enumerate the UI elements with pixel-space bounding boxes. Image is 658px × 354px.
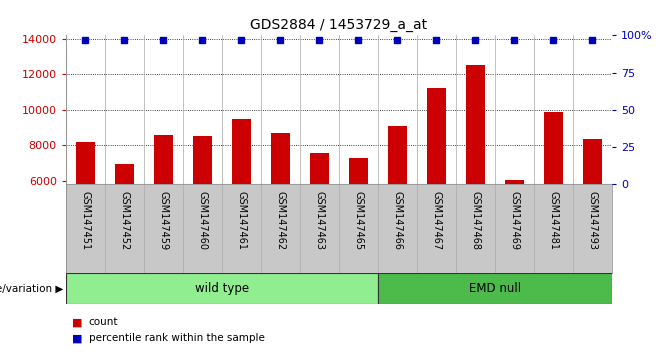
Bar: [153, 135, 173, 184]
Text: EMD null: EMD null: [469, 282, 521, 295]
Text: GSM147452: GSM147452: [119, 191, 130, 250]
Text: GSM147462: GSM147462: [275, 191, 286, 250]
Bar: [114, 164, 134, 184]
Text: genotype/variation ▶: genotype/variation ▶: [0, 284, 64, 293]
Text: GSM147461: GSM147461: [236, 191, 246, 250]
Bar: [544, 113, 563, 184]
Bar: [378, 273, 612, 304]
Bar: [388, 126, 407, 184]
Text: ■: ■: [72, 318, 83, 327]
Text: GSM147465: GSM147465: [353, 191, 363, 250]
Title: GDS2884 / 1453729_a_at: GDS2884 / 1453729_a_at: [250, 18, 428, 32]
Bar: [505, 180, 524, 184]
Bar: [76, 142, 95, 184]
Bar: [232, 119, 251, 184]
Bar: [583, 139, 602, 184]
Text: GSM147466: GSM147466: [392, 191, 403, 250]
Text: ■: ■: [72, 333, 83, 343]
Text: GSM147460: GSM147460: [197, 191, 207, 250]
Bar: [310, 153, 329, 184]
Bar: [349, 159, 368, 184]
Text: GSM147493: GSM147493: [588, 191, 597, 250]
Text: percentile rank within the sample: percentile rank within the sample: [89, 333, 265, 343]
Bar: [466, 65, 485, 184]
Bar: [426, 88, 446, 184]
Text: GSM147469: GSM147469: [509, 191, 519, 250]
Text: GSM147451: GSM147451: [80, 191, 90, 250]
Text: wild type: wild type: [195, 282, 249, 295]
Text: GSM147481: GSM147481: [548, 191, 559, 250]
Text: GSM147468: GSM147468: [470, 191, 480, 250]
Text: GSM147463: GSM147463: [315, 191, 324, 250]
Text: GSM147459: GSM147459: [159, 191, 168, 250]
Bar: [66, 273, 378, 304]
Text: GSM147467: GSM147467: [432, 191, 442, 250]
Bar: [270, 133, 290, 184]
Text: count: count: [89, 318, 118, 327]
Bar: [193, 136, 212, 184]
